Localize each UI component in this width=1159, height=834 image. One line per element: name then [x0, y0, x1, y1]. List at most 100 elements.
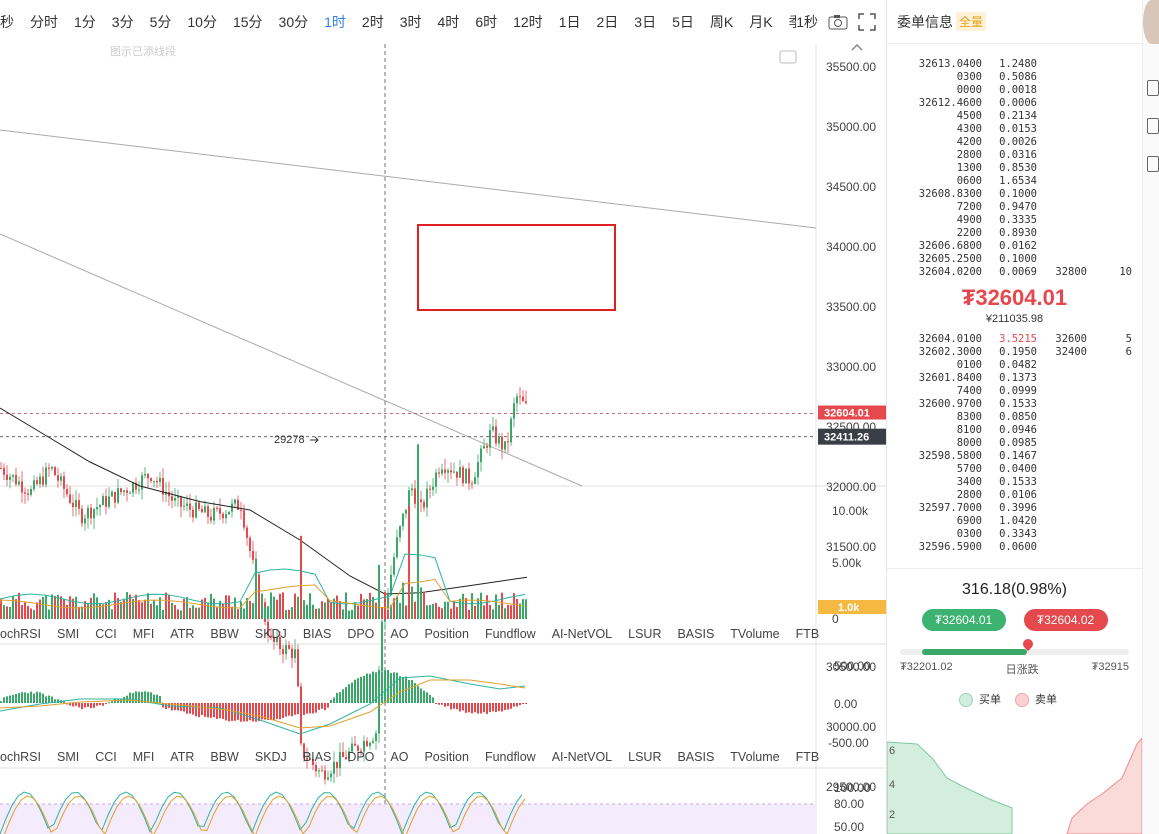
timeframe-2[interactable]: 1分 — [74, 14, 96, 30]
order-row[interactable]: 32604.0200 0.0069 32800 10 — [887, 266, 1142, 279]
indicator-tab-9[interactable]: AO — [390, 750, 409, 764]
timeframe-7[interactable]: 30分 — [278, 14, 309, 30]
indicator-tab-16[interactable]: FTBS — [795, 750, 820, 764]
timeframe-4[interactable]: 5分 — [149, 14, 172, 30]
timeframe-15[interactable]: 2日 — [596, 14, 619, 30]
order-row[interactable]: 0600 1.6534 — [887, 175, 1142, 188]
order-row[interactable]: 32601.8400 0.1373 — [887, 372, 1142, 385]
order-row[interactable]: 32608.8300 0.1000 — [887, 188, 1142, 201]
order-row[interactable]: 7200 0.9470 — [887, 201, 1142, 214]
order-row[interactable]: 2800 0.0316 — [887, 149, 1142, 162]
interval-select[interactable]: 1秒 — [796, 14, 818, 30]
indicator-tab-8[interactable]: DPO — [347, 750, 375, 764]
legend-buy[interactable]: 买单 — [959, 691, 1001, 708]
timeframe-12[interactable]: 6时 — [475, 14, 498, 30]
highlight-box[interactable] — [417, 224, 616, 311]
order-row[interactable]: 32604.0100 3.5215 32600 5 — [887, 333, 1142, 346]
order-row[interactable]: 1300 0.8530 — [887, 162, 1142, 175]
order-row[interactable]: 4900 0.3335 — [887, 214, 1142, 227]
order-row[interactable]: 4200 0.0026 — [887, 136, 1142, 149]
indicator-tab-7[interactable]: BIAS — [302, 627, 332, 641]
order-row[interactable]: 4300 0.0153 — [887, 123, 1142, 136]
order-row[interactable]: 4500 0.2134 — [887, 110, 1142, 123]
buy-price-button[interactable]: ₮32604.01 — [921, 609, 1006, 631]
indicator-tab-3[interactable]: MFI — [132, 627, 155, 641]
chart-area[interactable]: 35500.00 35000.00 34500.00 34000.00 33500.00… — [0, 44, 886, 834]
avatar[interactable] — [1143, 0, 1159, 44]
order-row[interactable]: 32596.5900 0.0600 — [887, 541, 1142, 554]
collapse-icon[interactable] — [851, 44, 863, 51]
sell-price-button[interactable]: ₮32604.02 — [1023, 609, 1108, 631]
order-row[interactable]: 32600.9700 0.1533 — [887, 398, 1142, 411]
indicator-tab-12[interactable]: AI-NetVOL — [551, 750, 613, 764]
camera-icon[interactable] — [828, 14, 848, 30]
order-row[interactable]: 32605.2500 0.1000 — [887, 253, 1142, 266]
side-tool-icon[interactable] — [1147, 118, 1159, 134]
timeframe-11[interactable]: 4时 — [437, 14, 460, 30]
indicator-tab-1[interactable]: SMI — [57, 627, 80, 641]
indicator-tab-5[interactable]: BBW — [210, 750, 239, 764]
indicator-tab-11[interactable]: Fundflow — [484, 627, 536, 641]
timeframe-10[interactable]: 3时 — [399, 14, 422, 30]
indicator-tab-15[interactable]: TVolume — [730, 750, 780, 764]
indicator-tab-1[interactable]: SMI — [57, 750, 80, 764]
side-tool-icon[interactable] — [1147, 80, 1159, 96]
order-row[interactable]: 0300 0.5086 — [887, 71, 1142, 84]
timeframe-17[interactable]: 5日 — [672, 14, 694, 30]
timeframe-18[interactable]: 周K — [709, 14, 734, 30]
fullscreen-icon[interactable] — [858, 13, 876, 31]
order-row[interactable]: 2200 0.8930 — [887, 227, 1142, 240]
timeframe-9[interactable]: 2时 — [361, 14, 384, 30]
indicator-tab-2[interactable]: CCI — [95, 750, 117, 764]
timeframe-16[interactable]: 3日 — [634, 14, 657, 30]
order-row[interactable]: 8300 0.0850 — [887, 411, 1142, 424]
timeframe-14[interactable]: 1日 — [558, 14, 581, 30]
indicator-tab-0[interactable]: ochRSI — [0, 750, 41, 764]
order-row[interactable]: 6900 1.0420 — [887, 515, 1142, 528]
order-row[interactable]: 32602.3000 0.1950 32400 6 — [887, 346, 1142, 359]
indicator-tab-9[interactable]: AO — [390, 627, 409, 641]
side-tool-icon[interactable] — [1147, 156, 1159, 172]
order-row[interactable]: 7400 0.0999 — [887, 385, 1142, 398]
order-row[interactable]: 2800 0.0106 — [887, 489, 1142, 502]
indicator-tab-4[interactable]: ATR — [170, 750, 195, 764]
settings-icon[interactable] — [779, 50, 797, 64]
indicator-tab-11[interactable]: Fundflow — [484, 750, 536, 764]
indicator-tab-0[interactable]: ochRSI — [0, 627, 41, 641]
timeframe-6[interactable]: 15分 — [232, 14, 263, 30]
indicator-tab-6[interactable]: SKDJ — [254, 750, 287, 764]
order-row[interactable]: 32597.7000 0.3996 — [887, 502, 1142, 515]
order-row[interactable]: 32606.6800 0.0162 — [887, 240, 1142, 253]
indicator-tab-16[interactable]: FTBS — [795, 627, 820, 641]
indicator-tab-2[interactable]: CCI — [95, 627, 117, 641]
order-row[interactable]: 0000 0.0018 — [887, 84, 1142, 97]
order-row[interactable]: 5700 0.0400 — [887, 463, 1142, 476]
order-row[interactable]: 32598.5800 0.1467 — [887, 450, 1142, 463]
indicator-tab-5[interactable]: BBW — [210, 627, 239, 641]
indicator-tab-14[interactable]: BASIS — [677, 627, 715, 641]
indicator-tab-8[interactable]: DPO — [347, 627, 375, 641]
timeframe-19[interactable]: 月K — [749, 14, 773, 30]
order-row[interactable]: 0100 0.0482 — [887, 359, 1142, 372]
indicator-tab-6[interactable]: SKDJ — [254, 627, 287, 641]
indicator-tab-14[interactable]: BASIS — [677, 750, 715, 764]
timeframe-1[interactable]: 分时 — [30, 14, 58, 30]
indicator-tab-10[interactable]: Position — [424, 627, 469, 641]
indicator-tab-10[interactable]: Position — [424, 750, 469, 764]
indicator-tab-15[interactable]: TVolume — [730, 627, 780, 641]
trend-line[interactable] — [0, 129, 817, 229]
kline-chart[interactable]: 35500.00 35000.00 34500.00 34000.00 33500.00… — [0, 44, 886, 834]
order-row[interactable]: 32612.4600 0.0006 — [887, 97, 1142, 110]
indicator-tab-7[interactable]: BIAS — [302, 750, 332, 764]
order-row[interactable]: 3400 0.1533 — [887, 476, 1142, 489]
timeframe-8[interactable]: 1时 — [324, 14, 346, 30]
timeframe-3[interactable]: 3分 — [111, 14, 134, 30]
legend-sell[interactable]: 卖单 — [1015, 691, 1057, 708]
timeframe-5[interactable]: 10分 — [187, 14, 217, 30]
indicator-tab-4[interactable]: ATR — [170, 627, 195, 641]
indicator-tab-13[interactable]: LSUR — [628, 627, 662, 641]
trend-line[interactable] — [0, 233, 583, 487]
order-row[interactable]: 8000 0.0985 — [887, 437, 1142, 450]
order-row[interactable]: 8100 0.0946 — [887, 424, 1142, 437]
timeframe-13[interactable]: 12时 — [513, 14, 543, 30]
